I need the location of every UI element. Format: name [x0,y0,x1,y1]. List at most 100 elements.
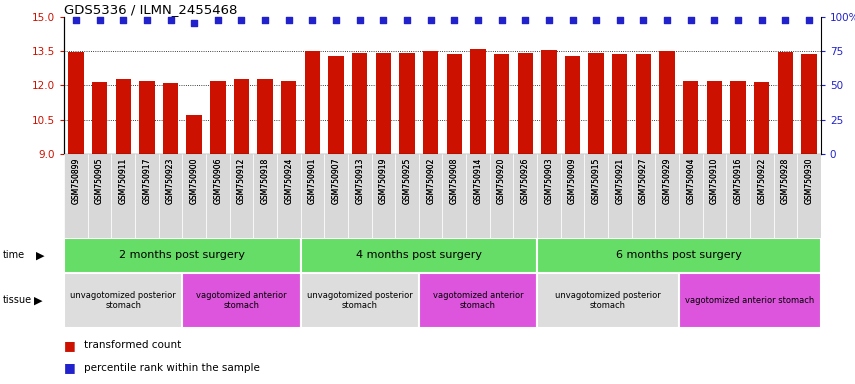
Text: GSM750905: GSM750905 [95,158,104,204]
Text: GSM750914: GSM750914 [474,158,482,204]
Text: GSM750915: GSM750915 [592,158,601,204]
Text: GSM750921: GSM750921 [616,158,624,204]
Text: GSM750900: GSM750900 [190,158,198,204]
Text: GSM750907: GSM750907 [332,158,340,204]
Text: GSM750914: GSM750914 [474,158,482,204]
Text: GSM750901: GSM750901 [308,158,317,204]
Bar [636,54,652,154]
Text: GSM750926: GSM750926 [521,158,530,204]
Point [779,17,793,23]
FancyBboxPatch shape [88,154,111,238]
Text: GSM750920: GSM750920 [497,158,506,204]
Text: GSM750928: GSM750928 [781,158,790,204]
Text: GSM750926: GSM750926 [521,158,530,204]
Text: GSM750912: GSM750912 [237,158,246,204]
Point [69,17,83,23]
Bar [517,53,533,154]
Text: vagotomized anterior
stomach: vagotomized anterior stomach [433,291,523,310]
Text: GSM750915: GSM750915 [592,158,601,204]
Text: GSM750925: GSM750925 [403,158,411,204]
Text: GSM750913: GSM750913 [355,158,364,204]
FancyBboxPatch shape [324,154,348,238]
Bar [707,81,722,154]
Text: GSM750917: GSM750917 [143,158,151,204]
Text: GSM750911: GSM750911 [119,158,127,204]
Bar [730,81,746,154]
Bar [304,51,320,154]
Bar [375,53,391,154]
Point [163,17,177,23]
FancyBboxPatch shape [64,273,182,328]
Point [400,17,414,23]
Bar [565,56,581,154]
FancyBboxPatch shape [584,154,608,238]
Point [234,17,248,23]
Point [376,17,390,23]
Bar [68,52,84,154]
Point [518,17,532,23]
Point [140,17,154,23]
Point [731,17,745,23]
Text: GSM750925: GSM750925 [403,158,411,204]
Text: GSM750913: GSM750913 [355,158,364,204]
Bar [91,82,107,154]
Bar [754,82,770,154]
FancyBboxPatch shape [774,154,797,238]
Text: GSM750904: GSM750904 [687,158,695,204]
FancyBboxPatch shape [64,154,88,238]
FancyBboxPatch shape [703,154,726,238]
Text: GSM750904: GSM750904 [687,158,695,204]
Text: 6 months post surgery: 6 months post surgery [616,250,742,260]
Text: 2 months post surgery: 2 months post surgery [120,250,245,260]
Bar [162,83,178,154]
Text: GSM750919: GSM750919 [379,158,388,204]
Text: GSM750899: GSM750899 [72,158,80,204]
Bar [328,56,344,154]
FancyBboxPatch shape [797,154,821,238]
FancyBboxPatch shape [419,273,537,328]
Bar [659,51,675,154]
Text: ■: ■ [64,339,76,352]
Point [613,17,627,23]
Text: GSM750929: GSM750929 [663,158,671,204]
Text: GSM750922: GSM750922 [758,158,766,204]
Point [353,17,367,23]
Text: GSM750910: GSM750910 [710,158,719,204]
Text: GSM750908: GSM750908 [450,158,459,204]
Bar [494,54,510,154]
Text: GSM750908: GSM750908 [450,158,459,204]
Point [708,17,722,23]
FancyBboxPatch shape [679,273,821,328]
Bar [470,49,486,154]
Text: GSM750910: GSM750910 [710,158,719,204]
FancyBboxPatch shape [111,154,135,238]
Point [329,17,343,23]
Text: GSM750923: GSM750923 [166,158,175,204]
Bar [139,81,155,154]
Text: GSM750922: GSM750922 [758,158,766,204]
FancyBboxPatch shape [655,154,679,238]
FancyBboxPatch shape [230,154,253,238]
Bar [115,79,131,154]
Point [447,17,461,23]
FancyBboxPatch shape [277,154,301,238]
FancyBboxPatch shape [182,273,301,328]
Text: GSM750906: GSM750906 [214,158,222,204]
Bar [446,54,462,154]
Point [495,17,509,23]
Bar [186,116,202,154]
FancyBboxPatch shape [253,154,277,238]
FancyBboxPatch shape [419,154,443,238]
Text: unvagotomized posterior
stomach: unvagotomized posterior stomach [555,291,661,310]
Text: GSM750930: GSM750930 [805,158,813,204]
Text: GSM750909: GSM750909 [568,158,577,204]
Text: GSM750927: GSM750927 [639,158,648,204]
Text: GSM750918: GSM750918 [261,158,269,204]
FancyBboxPatch shape [395,154,419,238]
Text: GSM750900: GSM750900 [190,158,198,204]
Bar [352,53,368,154]
Text: GSM750929: GSM750929 [663,158,671,204]
Text: transformed count: transformed count [84,340,181,350]
FancyBboxPatch shape [372,154,395,238]
Point [258,17,272,23]
